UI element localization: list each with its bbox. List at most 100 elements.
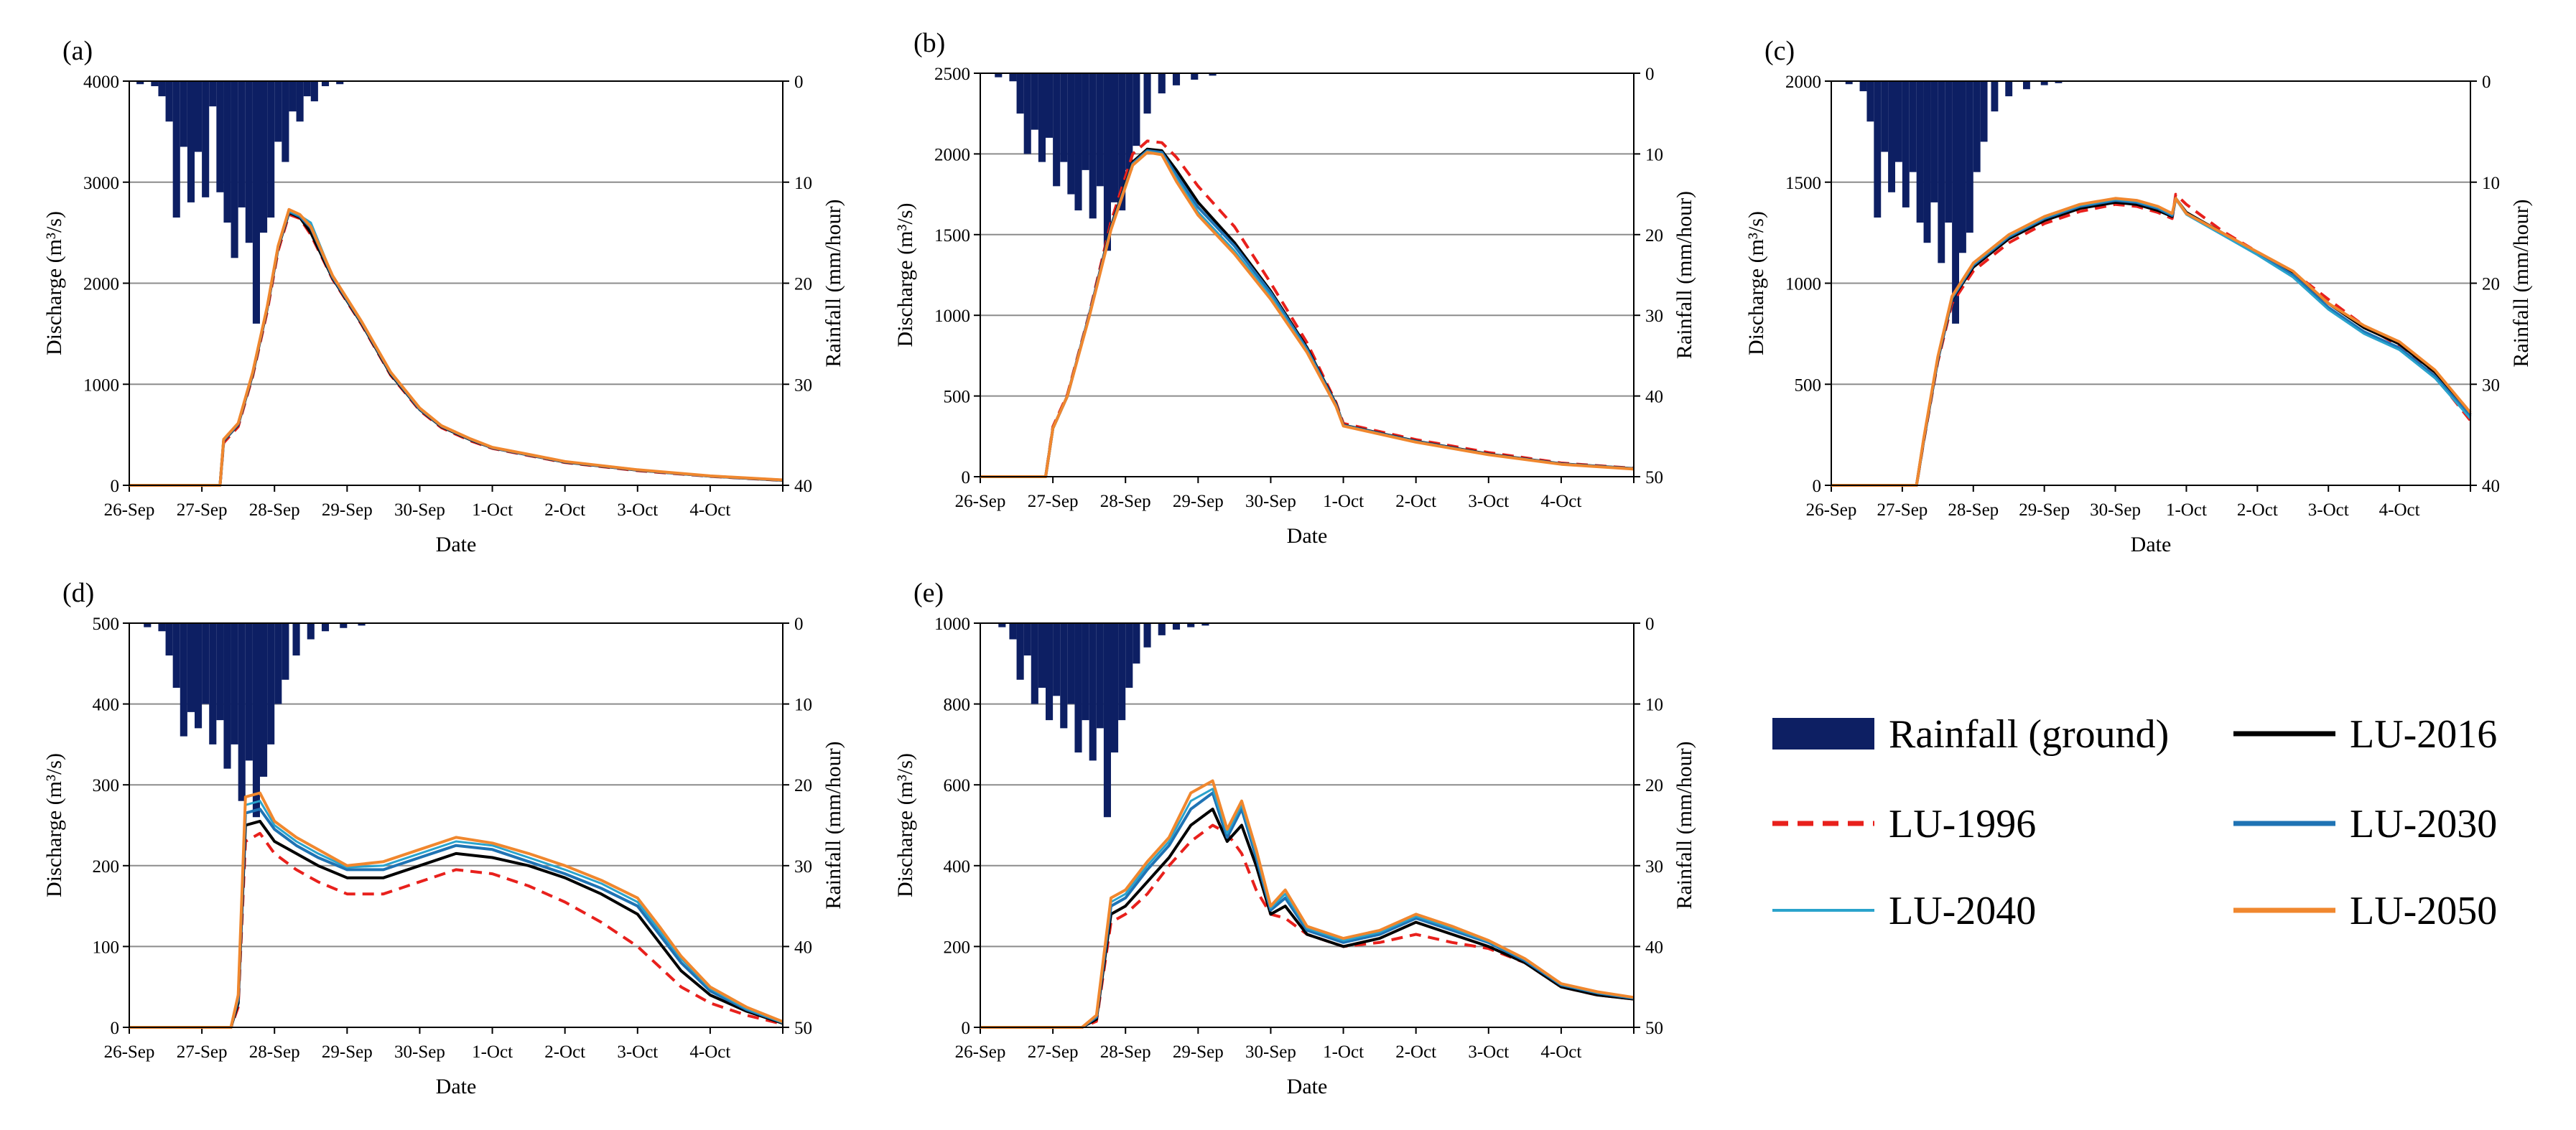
rainfall-bar (1053, 623, 1061, 696)
x-tick-label: 2-Oct (544, 1042, 585, 1062)
rainfall-bar (1118, 623, 1126, 721)
x-axis-title: Date (436, 1075, 477, 1098)
y2-tick-label: 0 (794, 73, 804, 92)
rainfall-bar (223, 623, 231, 769)
panel-label: (a) (62, 36, 93, 66)
legend-label: LU-2016 (2350, 712, 2497, 757)
y-tick-label: 2000 (83, 275, 119, 294)
rainfall-bar (1067, 73, 1075, 195)
rainfall-bar (223, 81, 231, 223)
legend-item-lu2030: LU-2030 (2233, 802, 2497, 846)
rainfall-bar (1966, 81, 1973, 233)
rainfall-bar (1143, 623, 1151, 648)
rainfall-bar (296, 81, 304, 122)
y2-tick-label: 20 (1645, 226, 1663, 246)
y2-axis-title: Rainfall (mm/hour) (2509, 199, 2533, 367)
series-line-lu-2016 (980, 808, 1635, 1029)
y2-tick-label: 10 (1645, 145, 1663, 164)
rainfall-bar (1916, 81, 1924, 223)
rainfall-bar (1125, 623, 1133, 688)
rainfall-bar (187, 81, 195, 202)
x-tick-label: 2-Oct (1395, 1042, 1436, 1062)
rainfall-bar (1158, 73, 1166, 94)
rainfall-bar (1046, 623, 1054, 721)
y-tick-label: 1000 (934, 615, 970, 634)
rainfall-bar (1096, 73, 1104, 187)
rainfall-bar (1096, 623, 1104, 729)
rainfall-bar (1016, 73, 1024, 114)
y2-tick-label: 40 (1645, 938, 1663, 957)
x-tick-label: 4-Oct (2379, 500, 2420, 520)
rainfall-bar (1009, 73, 1017, 82)
y2-tick-label: 20 (2482, 275, 2500, 294)
rainfall-bar (1866, 81, 1874, 122)
rainfall-bar (1023, 73, 1031, 154)
rainfall-bar (1046, 73, 1054, 138)
series-line-lu-2050 (129, 207, 784, 487)
rainfall-bar (1187, 623, 1195, 627)
rainfall-bar (238, 81, 246, 207)
rainfall-bar (209, 623, 217, 744)
rainfall-bar (252, 623, 260, 818)
x-tick-label: 30-Sep (2090, 500, 2141, 520)
x-tick-label: 30-Sep (1245, 1042, 1296, 1062)
rainfall-bar (1973, 81, 1981, 172)
rainfall-bar (1959, 81, 1966, 253)
x-tick-label: 27-Sep (177, 1042, 228, 1062)
series-line-lu-1996 (129, 213, 784, 487)
y-tick-label: 1000 (934, 307, 970, 326)
y-axis-title: Discharge (m³/s) (1744, 211, 1768, 355)
rainfall-bar (231, 623, 238, 744)
rainfall-bar (1938, 81, 1945, 263)
y-tick-label: 0 (962, 1019, 971, 1038)
panel-label: (b) (913, 28, 945, 58)
legend-item-lu2040: LU-2040 (1772, 889, 2036, 933)
rainfall-bar (1902, 81, 1910, 207)
rainfall-bar (216, 623, 224, 721)
y2-tick-label: 20 (794, 776, 812, 795)
x-axis-title: Date (436, 533, 477, 556)
rainfall-bar (1060, 623, 1068, 729)
y-tick-label: 400 (944, 857, 971, 877)
rainfall-bar (1133, 73, 1140, 146)
x-tick-label: 28-Sep (249, 1042, 300, 1062)
x-tick-label: 2-Oct (2237, 500, 2278, 520)
y-tick-label: 1500 (1785, 174, 1821, 193)
plot-frame (980, 622, 1635, 1028)
x-tick-label: 28-Sep (249, 500, 300, 520)
rainfall-bar (252, 81, 260, 324)
legend-swatch (1772, 718, 1874, 750)
rainfall-bar (321, 81, 330, 87)
rainfall-bar (1089, 73, 1097, 219)
series-line-lu-2050 (980, 151, 1635, 478)
rainfall-bar (1038, 73, 1046, 162)
x-tick-label: 3-Oct (2308, 500, 2349, 520)
rainfall-bar (282, 623, 289, 680)
rainfall-bar (165, 623, 173, 656)
y2-tick-label: 30 (1645, 857, 1663, 877)
legend-label: Rainfall (ground) (1889, 712, 2169, 757)
panel-label: (d) (62, 578, 94, 608)
rainfall-bar (1103, 623, 1111, 818)
rainfall-bar (1201, 623, 1209, 626)
y-tick-label: 0 (111, 1019, 120, 1038)
y2-tick-label: 10 (2482, 174, 2500, 193)
x-tick-label: 3-Oct (1468, 492, 1509, 511)
rainfall-bar (1172, 623, 1181, 630)
y2-tick-label: 50 (794, 1019, 812, 1038)
rainfall-bar (144, 623, 152, 627)
y2-tick-label: 30 (794, 857, 812, 877)
rainfall-bar (1074, 73, 1082, 211)
rainfall-bar (1172, 73, 1181, 85)
plot-frame (980, 73, 1635, 477)
y2-tick-label: 50 (1645, 468, 1663, 487)
y2-tick-label: 0 (2482, 73, 2491, 92)
x-tick-label: 28-Sep (1100, 492, 1151, 511)
rainfall-bar (1991, 81, 1999, 112)
y2-tick-label: 40 (1645, 388, 1663, 407)
rainfall-bar (1038, 623, 1046, 688)
series-line-lu-2030 (980, 791, 1635, 1029)
y-tick-label: 200 (944, 938, 971, 957)
rainfall-bar (209, 81, 217, 107)
y2-tick-label: 0 (1645, 615, 1655, 634)
